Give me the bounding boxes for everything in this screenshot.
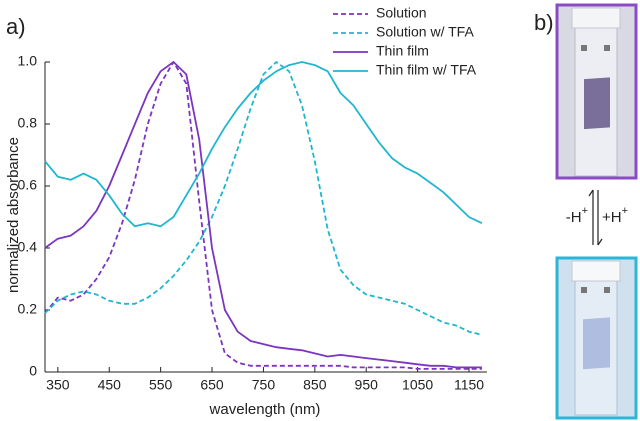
- x-axis-label: wavelength (nm): [209, 401, 321, 418]
- x-tick-label: 350: [46, 377, 70, 393]
- legend-label: Solution: [376, 5, 427, 21]
- annotation: -H: [566, 209, 582, 226]
- equilibrium-arrows: [588, 189, 603, 246]
- legend-label: Thin film w/ TFA: [376, 62, 477, 78]
- y-tick-label: 1.0: [18, 53, 38, 69]
- x-tick-label: 1150: [454, 377, 484, 393]
- x-tick-label: 950: [355, 377, 379, 393]
- acid-label: -H+: [566, 205, 588, 226]
- annotation-sup: +: [622, 205, 628, 217]
- series-line: [44, 61, 482, 370]
- x-tick-label: 450: [98, 377, 122, 393]
- panel-label: a): [6, 14, 26, 39]
- base-label: +H+: [602, 205, 628, 226]
- series-line: [44, 61, 483, 336]
- annotation: +H: [602, 209, 622, 226]
- y-tick-label: 0: [29, 363, 37, 379]
- photo-top: [555, 3, 638, 180]
- photo-bottom: [555, 256, 638, 420]
- y-tick-label: 0.2: [18, 301, 38, 317]
- annotation-sup: +: [582, 205, 588, 217]
- y-axis-label: normalized absorbance: [5, 137, 22, 293]
- y-tick-label: 0.6: [18, 177, 38, 193]
- series-line: [44, 61, 483, 228]
- y-tick-label: 0.8: [18, 115, 38, 131]
- panel-label: b): [534, 10, 554, 35]
- x-tick-label: 550: [149, 377, 173, 393]
- series-line: [44, 61, 482, 369]
- x-tick-label: 850: [303, 377, 327, 393]
- x-tick-label: 1050: [402, 377, 433, 393]
- legend-label: Solution w/ TFA: [376, 24, 474, 40]
- y-tick-label: 0.4: [18, 239, 38, 255]
- x-tick-label: 750: [252, 377, 276, 393]
- x-tick-label: 650: [200, 377, 224, 393]
- legend-label: Thin film: [376, 43, 429, 59]
